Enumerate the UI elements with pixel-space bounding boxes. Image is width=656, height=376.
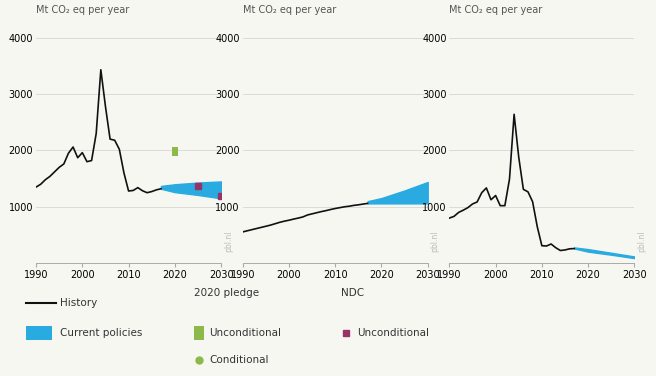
Text: 2020 pledge: 2020 pledge xyxy=(194,288,258,298)
Text: Mt CO₂ eq per year: Mt CO₂ eq per year xyxy=(449,5,543,15)
Text: Unconditional: Unconditional xyxy=(357,328,429,338)
Text: pbl.nl: pbl.nl xyxy=(637,230,646,252)
Text: Mt CO₂ eq per year: Mt CO₂ eq per year xyxy=(243,5,336,15)
Text: pbl.nl: pbl.nl xyxy=(224,230,233,252)
Text: Conditional: Conditional xyxy=(209,355,269,365)
Text: History: History xyxy=(60,298,98,308)
Bar xyxy=(172,147,178,156)
Text: Mt CO₂ eq per year: Mt CO₂ eq per year xyxy=(36,5,129,15)
Text: Current policies: Current policies xyxy=(60,328,143,338)
Text: pbl.nl: pbl.nl xyxy=(430,230,440,252)
Text: NDC: NDC xyxy=(341,288,364,298)
Text: Unconditional: Unconditional xyxy=(209,328,281,338)
